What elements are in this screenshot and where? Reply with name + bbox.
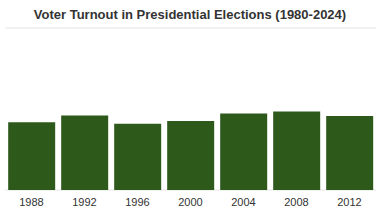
svg-text:2012: 2012	[337, 196, 361, 208]
svg-text:2000: 2000	[178, 196, 202, 208]
html-text:Voter Turnout in Presidential: Voter Turnout in Presidential Elections …	[33, 7, 347, 22]
svg-text:1996: 1996	[125, 196, 149, 208]
svg-text:1992: 1992	[72, 196, 96, 208]
svg-text:2008: 2008	[284, 196, 308, 208]
svg-text:2004: 2004	[231, 196, 255, 208]
svg-text:1988: 1988	[19, 196, 43, 208]
